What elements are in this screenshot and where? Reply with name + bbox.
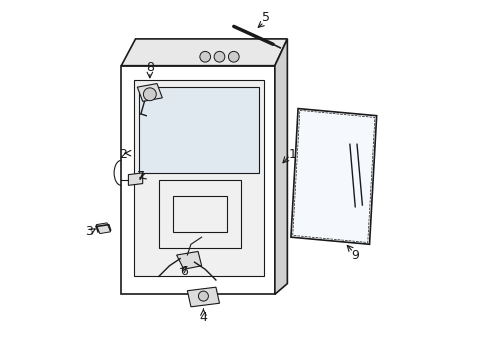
Text: 3: 3 [85, 225, 93, 238]
Polygon shape [274, 39, 287, 294]
Text: 4: 4 [199, 311, 207, 324]
Text: 8: 8 [145, 61, 154, 74]
Text: 7: 7 [137, 170, 144, 183]
Polygon shape [139, 87, 258, 173]
Polygon shape [96, 223, 110, 234]
Polygon shape [134, 80, 264, 276]
Polygon shape [137, 84, 162, 102]
Polygon shape [128, 173, 142, 185]
Polygon shape [121, 39, 287, 66]
Circle shape [228, 51, 239, 62]
Text: 5: 5 [262, 11, 269, 24]
Polygon shape [176, 251, 201, 269]
Polygon shape [290, 109, 376, 244]
Circle shape [214, 51, 224, 62]
Circle shape [143, 88, 156, 101]
Text: 6: 6 [180, 265, 187, 278]
Circle shape [198, 291, 208, 301]
Polygon shape [187, 287, 219, 307]
Text: 2: 2 [119, 148, 127, 162]
Text: 9: 9 [350, 248, 359, 261]
Circle shape [200, 51, 210, 62]
Text: 1: 1 [288, 148, 296, 162]
